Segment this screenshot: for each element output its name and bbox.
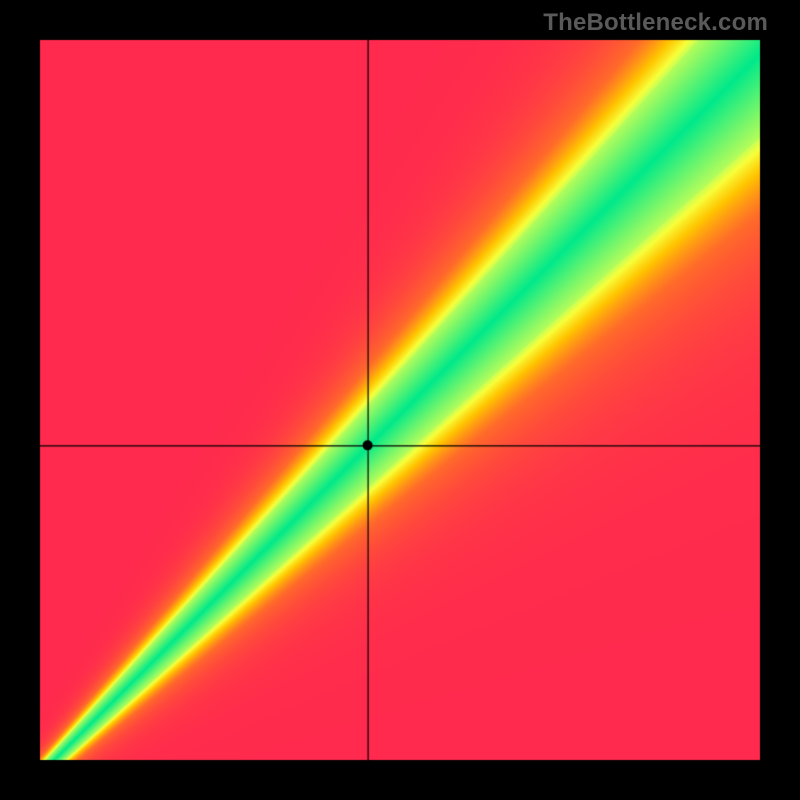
bottleneck-heatmap — [0, 0, 800, 800]
chart-container: { "canvas": { "width": 800, "height": 80… — [0, 0, 800, 800]
